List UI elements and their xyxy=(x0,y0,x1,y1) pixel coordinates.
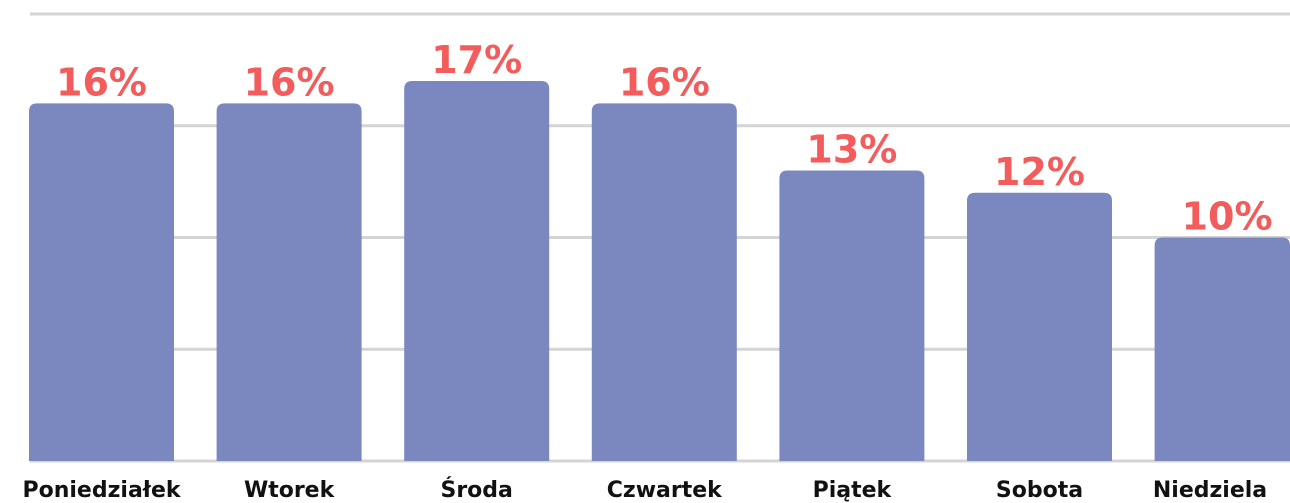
x-tick-label: Wtorek xyxy=(244,478,336,503)
x-tick-label: Czwartek xyxy=(607,478,723,503)
value-label: 16% xyxy=(244,60,335,104)
x-tick-label: Poniedziałek xyxy=(22,478,181,503)
bar xyxy=(591,103,737,462)
x-tick-label: Środa xyxy=(440,477,512,503)
value-label: 16% xyxy=(619,60,710,104)
bar xyxy=(967,192,1112,462)
bar xyxy=(779,170,925,461)
value-label: 17% xyxy=(431,38,522,82)
x-tick-label: Niedziela xyxy=(1153,478,1267,503)
value-label: 13% xyxy=(806,127,897,171)
x-tick-label: Sobota xyxy=(996,478,1083,503)
value-label: 16% xyxy=(56,60,147,104)
value-label: 12% xyxy=(994,150,1085,194)
bar xyxy=(404,81,550,462)
x-tick-label: Piątek xyxy=(813,478,893,503)
bar xyxy=(216,103,362,462)
bar xyxy=(29,103,174,462)
bar xyxy=(1154,237,1290,461)
value-label: 10% xyxy=(1182,195,1273,239)
